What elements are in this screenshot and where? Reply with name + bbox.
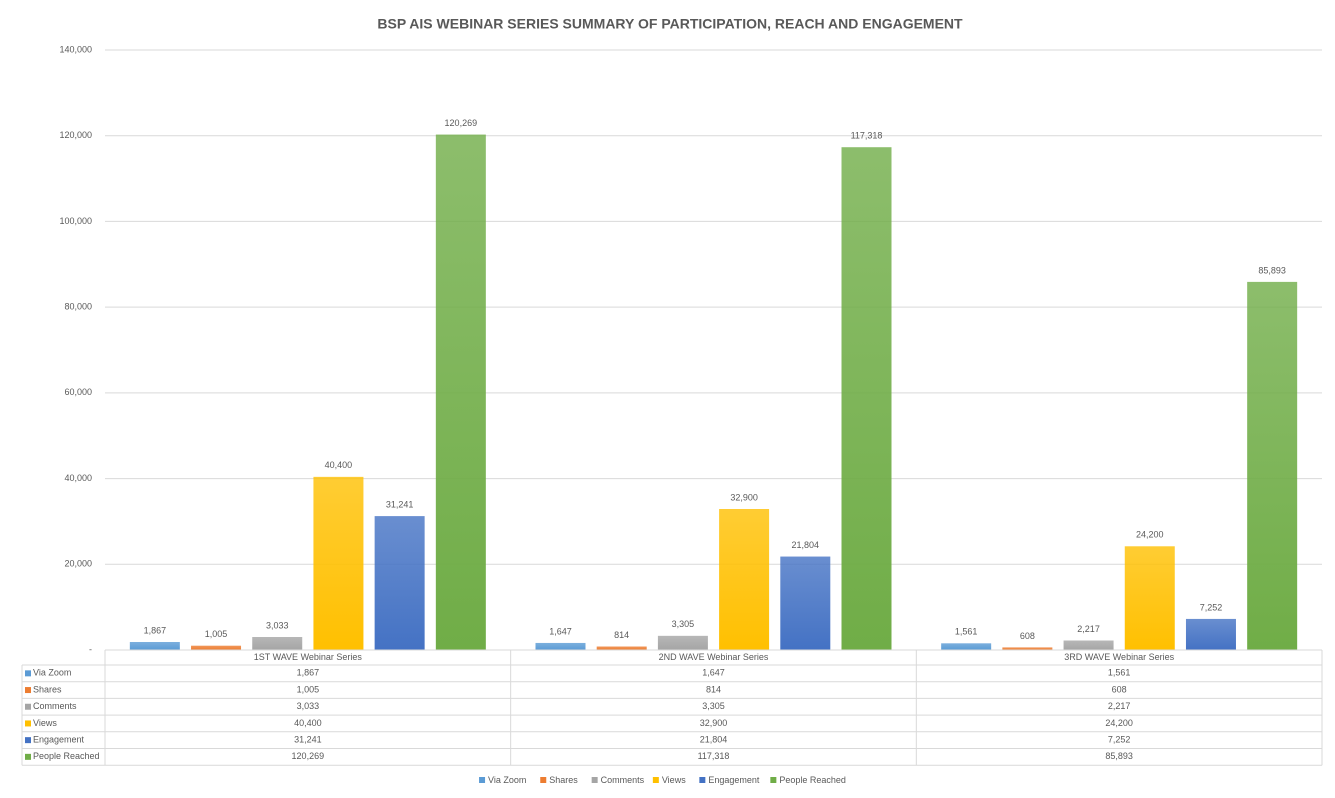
bar xyxy=(1124,546,1175,650)
table-cell: 608 xyxy=(1112,684,1127,694)
y-tick-label: 60,000 xyxy=(64,387,92,397)
table-legend-key xyxy=(25,753,31,760)
legend-label: Comments xyxy=(601,775,645,785)
legend-label: Engagement xyxy=(708,775,760,785)
bar xyxy=(129,641,180,650)
legend-label: Views xyxy=(662,775,686,785)
data-label: 24,200 xyxy=(1136,530,1164,540)
table-row-label: Shares xyxy=(33,684,62,694)
bar xyxy=(719,509,770,650)
data-label: 1,647 xyxy=(549,626,572,636)
bar xyxy=(941,643,992,650)
data-label: 2,217 xyxy=(1077,624,1100,634)
table-cell: 2,217 xyxy=(1108,701,1131,711)
table-legend-key xyxy=(25,703,31,710)
y-tick-label: 140,000 xyxy=(59,44,92,54)
table-cell: 7,252 xyxy=(1108,735,1131,745)
data-label: 1,867 xyxy=(144,625,167,635)
legend-key xyxy=(770,777,777,783)
table-row-label: Views xyxy=(33,718,57,728)
data-label: 85,893 xyxy=(1258,265,1286,275)
bar xyxy=(535,642,586,650)
table-cell: 3,305 xyxy=(702,701,725,711)
table-row-label: Engagement xyxy=(33,735,85,745)
table-cell: 24,200 xyxy=(1105,718,1133,728)
chart-title: BSP AIS WEBINAR SERIES SUMMARY OF PARTIC… xyxy=(377,16,963,32)
legend-key xyxy=(540,777,547,783)
data-label: 7,252 xyxy=(1200,602,1223,612)
table-cell: 1,561 xyxy=(1108,668,1131,678)
table-cell: 1,867 xyxy=(297,668,320,678)
table-row-label: People Reached xyxy=(33,751,100,761)
bar xyxy=(596,646,647,650)
legend-key xyxy=(652,777,659,783)
table-legend-key xyxy=(25,720,31,727)
y-tick-label: 80,000 xyxy=(64,302,92,312)
bar xyxy=(1247,281,1298,650)
table-cell: 32,900 xyxy=(700,718,728,728)
table-cell: 40,400 xyxy=(294,718,322,728)
data-label: 608 xyxy=(1020,631,1035,641)
table-header: 2ND WAVE Webinar Series xyxy=(659,652,769,662)
bar xyxy=(841,147,892,651)
bar xyxy=(252,637,303,650)
data-label: 32,900 xyxy=(730,492,758,502)
legend-key xyxy=(591,777,598,783)
y-tick-label: - xyxy=(89,644,92,654)
table-cell: 85,893 xyxy=(1105,751,1133,761)
table-legend-key xyxy=(25,687,31,694)
bar xyxy=(191,645,242,650)
data-label: 117,318 xyxy=(851,131,883,141)
table-header: 1ST WAVE Webinar Series xyxy=(254,652,363,662)
table-legend-key xyxy=(25,737,31,744)
bar xyxy=(374,516,425,650)
table-header: 3RD WAVE Webinar Series xyxy=(1064,652,1174,662)
bar xyxy=(1063,640,1114,650)
data-label: 1,561 xyxy=(955,627,978,637)
table-cell: 1,005 xyxy=(297,684,320,694)
legend-label: Via Zoom xyxy=(488,775,526,785)
legend-label: People Reached xyxy=(779,775,846,785)
table-cell: 814 xyxy=(706,684,721,694)
data-label: 814 xyxy=(614,630,629,640)
legend-key xyxy=(699,777,706,783)
table-cell: 117,318 xyxy=(698,751,730,761)
legend-label: Shares xyxy=(549,775,578,785)
table-row-label: Via Zoom xyxy=(33,668,71,678)
y-tick-label: 120,000 xyxy=(59,130,92,140)
y-tick-label: 40,000 xyxy=(64,473,92,483)
data-label: 21,804 xyxy=(792,540,820,550)
bar xyxy=(435,134,486,651)
table-cell: 3,033 xyxy=(297,701,320,711)
data-label: 31,241 xyxy=(386,499,414,509)
data-label: 120,269 xyxy=(445,118,478,128)
data-label: 40,400 xyxy=(325,460,353,470)
table-cell: 31,241 xyxy=(294,735,322,745)
data-label: 1,005 xyxy=(205,629,228,639)
bar xyxy=(780,556,831,650)
table-row-label: Comments xyxy=(33,701,77,711)
y-tick-label: 20,000 xyxy=(64,559,92,569)
data-label: 3,305 xyxy=(672,619,695,629)
bar xyxy=(657,635,708,650)
y-tick-label: 100,000 xyxy=(59,216,92,226)
legend-key xyxy=(479,777,486,783)
table-cell: 1,647 xyxy=(702,668,725,678)
bar xyxy=(1185,618,1236,650)
table-legend-key xyxy=(25,670,31,677)
table-cell: 120,269 xyxy=(292,751,325,761)
bar xyxy=(1002,647,1053,650)
table-cell: 21,804 xyxy=(700,735,728,745)
bar xyxy=(313,476,364,650)
data-label: 3,033 xyxy=(266,620,289,630)
